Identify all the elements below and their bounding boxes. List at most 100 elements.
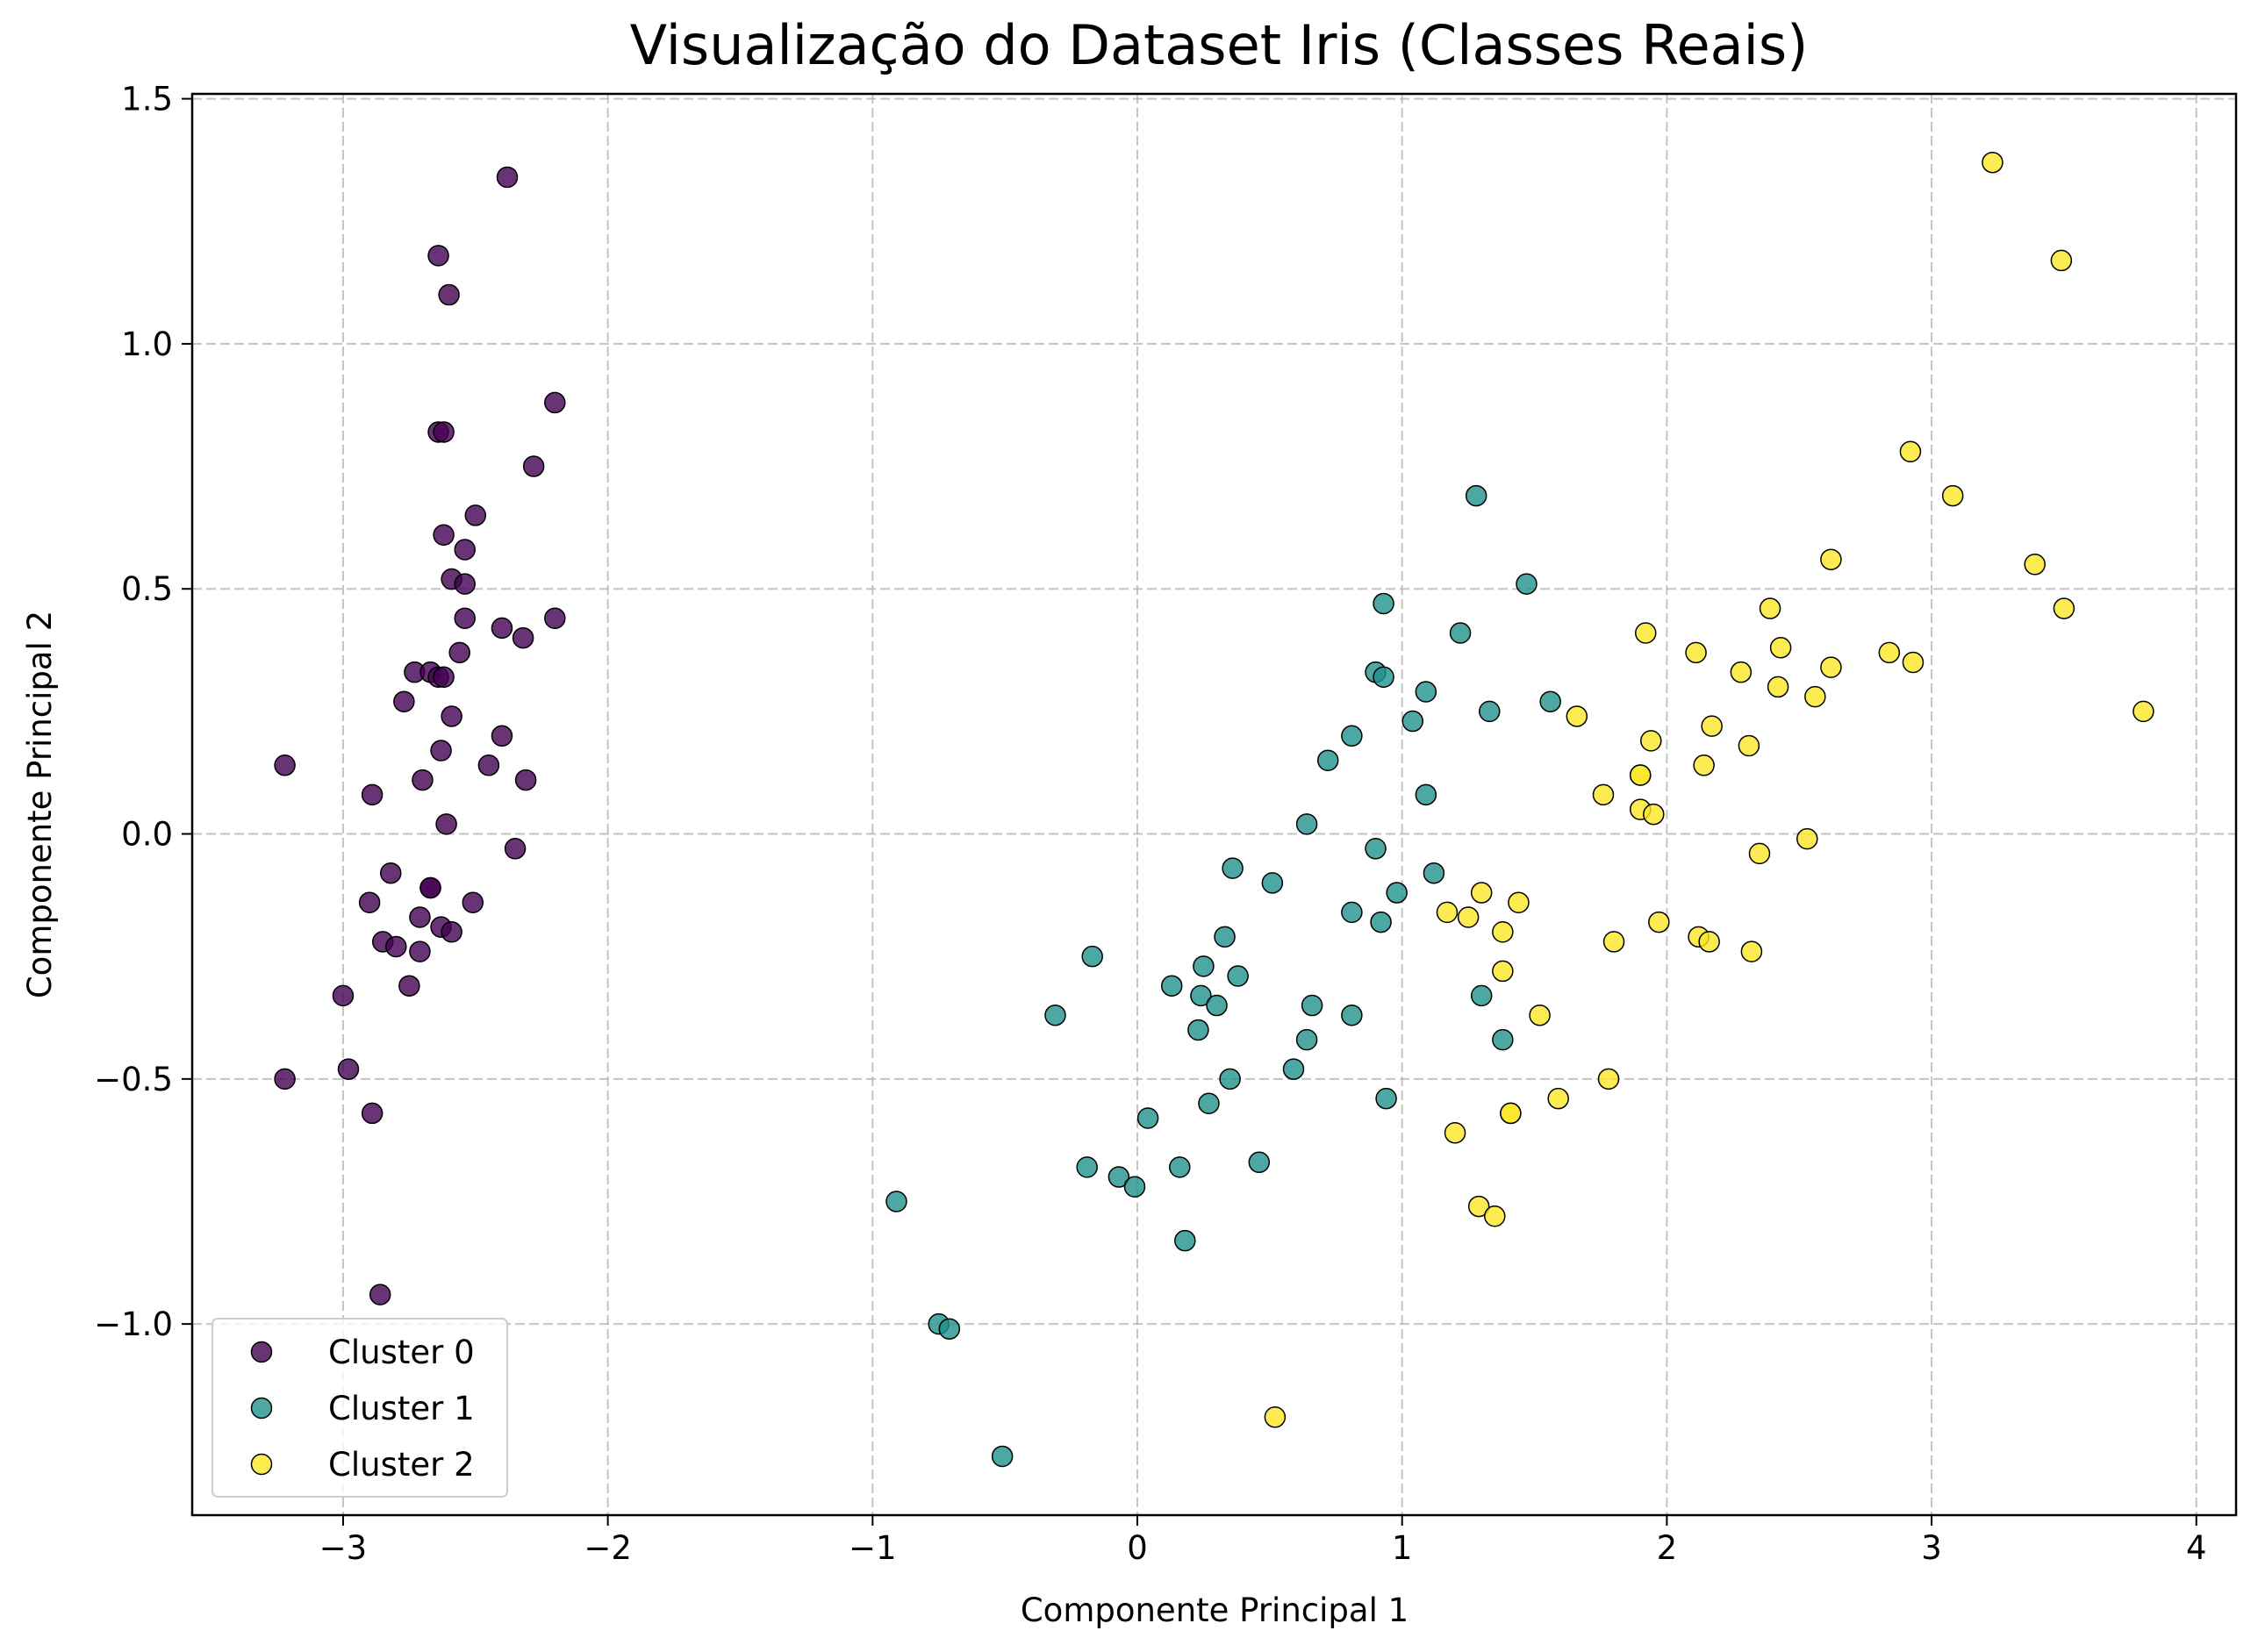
data-point bbox=[1214, 926, 1236, 948]
x-tick-label: −2 bbox=[584, 1529, 632, 1567]
data-point bbox=[1643, 803, 1665, 826]
legend-marker bbox=[250, 1341, 273, 1363]
data-point bbox=[491, 617, 513, 640]
data-point bbox=[1804, 685, 1826, 708]
x-axis: −3 −2 −1 0 1 2 3 4 bbox=[319, 1515, 2207, 1567]
data-point bbox=[441, 920, 462, 943]
data-point bbox=[1107, 1166, 1130, 1188]
data-point bbox=[1470, 882, 1493, 904]
data-point bbox=[1373, 592, 1394, 615]
data-point bbox=[369, 1284, 391, 1305]
data-point bbox=[1123, 1176, 1146, 1198]
y-tick-label: −1.0 bbox=[94, 1305, 173, 1343]
data-point bbox=[544, 607, 566, 629]
data-point bbox=[462, 891, 484, 913]
data-point bbox=[1467, 1195, 1490, 1218]
data-point bbox=[438, 283, 460, 306]
data-point bbox=[337, 1058, 360, 1080]
data-point bbox=[1295, 1028, 1318, 1051]
y-tick-label: 0.0 bbox=[121, 816, 173, 854]
data-point bbox=[1484, 1205, 1506, 1227]
data-point bbox=[1227, 965, 1249, 987]
data-point bbox=[454, 607, 476, 629]
data-point bbox=[1370, 911, 1392, 933]
data-point bbox=[1529, 1004, 1551, 1026]
data-point bbox=[1373, 666, 1394, 689]
data-point bbox=[1187, 1019, 1209, 1041]
data-point bbox=[380, 862, 402, 884]
data-point bbox=[1602, 931, 1625, 953]
x-tick-label: 1 bbox=[1392, 1529, 1413, 1567]
data-point bbox=[1301, 994, 1323, 1017]
data-point bbox=[2024, 554, 2046, 576]
data-point bbox=[430, 740, 452, 762]
data-point bbox=[1634, 622, 1657, 644]
data-points bbox=[274, 151, 2154, 1468]
data-point bbox=[1899, 440, 1922, 463]
data-point bbox=[1198, 1092, 1220, 1115]
data-point bbox=[1160, 975, 1183, 997]
data-point bbox=[885, 1191, 907, 1212]
x-axis-label: Componente Principal 1 bbox=[1021, 1591, 1409, 1629]
data-point bbox=[1500, 1102, 1522, 1125]
data-point bbox=[1449, 622, 1472, 644]
data-point bbox=[427, 245, 449, 267]
legend-label: Cluster 1 bbox=[328, 1390, 475, 1427]
x-tick-label: 2 bbox=[1657, 1529, 1678, 1567]
data-point bbox=[1401, 710, 1424, 733]
data-point bbox=[2050, 249, 2073, 272]
data-point bbox=[1492, 920, 1514, 943]
chart-title: Visualização do Dataset Iris (Classes Re… bbox=[630, 13, 1809, 77]
data-point bbox=[1316, 749, 1339, 771]
data-point bbox=[1730, 661, 1753, 683]
data-point bbox=[1219, 1068, 1241, 1091]
y-tick-label: 1.5 bbox=[121, 81, 173, 118]
data-point bbox=[448, 641, 470, 664]
data-point bbox=[1206, 994, 1228, 1017]
data-point bbox=[1539, 690, 1561, 712]
data-point bbox=[1465, 484, 1487, 507]
data-point bbox=[491, 725, 513, 747]
data-point bbox=[274, 1068, 296, 1091]
data-point bbox=[1457, 906, 1480, 928]
data-point bbox=[1685, 641, 1707, 664]
data-point bbox=[1190, 984, 1212, 1007]
data-point bbox=[2053, 597, 2075, 619]
data-point bbox=[1629, 764, 1652, 786]
data-point bbox=[1261, 872, 1284, 894]
data-point bbox=[433, 524, 455, 547]
y-tick-label: 1.0 bbox=[121, 325, 173, 363]
data-point bbox=[1341, 1004, 1363, 1026]
data-point bbox=[385, 935, 407, 958]
data-point bbox=[1769, 636, 1792, 659]
data-point bbox=[1415, 681, 1437, 703]
data-point bbox=[454, 573, 476, 595]
grid-lines bbox=[192, 94, 2236, 1515]
data-point bbox=[1436, 901, 1459, 924]
data-point bbox=[1415, 783, 1437, 806]
data-point bbox=[1193, 955, 1215, 977]
data-point bbox=[1470, 984, 1493, 1007]
data-point bbox=[393, 690, 415, 712]
data-point bbox=[1759, 597, 1781, 619]
data-point bbox=[1341, 725, 1363, 747]
data-point bbox=[1748, 842, 1771, 865]
data-point bbox=[477, 754, 500, 776]
data-point bbox=[358, 891, 381, 913]
data-point bbox=[1767, 676, 1789, 698]
data-point bbox=[1820, 548, 1842, 570]
data-point bbox=[1516, 573, 1538, 595]
data-point bbox=[361, 783, 384, 806]
data-point bbox=[1820, 656, 1842, 678]
data-point bbox=[464, 504, 487, 526]
data-point bbox=[332, 984, 355, 1007]
y-tick-label: −0.5 bbox=[94, 1061, 173, 1098]
data-point bbox=[1740, 940, 1763, 962]
data-point bbox=[1701, 715, 1723, 737]
data-point bbox=[1081, 945, 1103, 968]
data-point bbox=[419, 876, 441, 899]
data-point bbox=[1648, 911, 1670, 933]
data-point bbox=[409, 906, 431, 928]
legend-marker bbox=[250, 1453, 273, 1476]
